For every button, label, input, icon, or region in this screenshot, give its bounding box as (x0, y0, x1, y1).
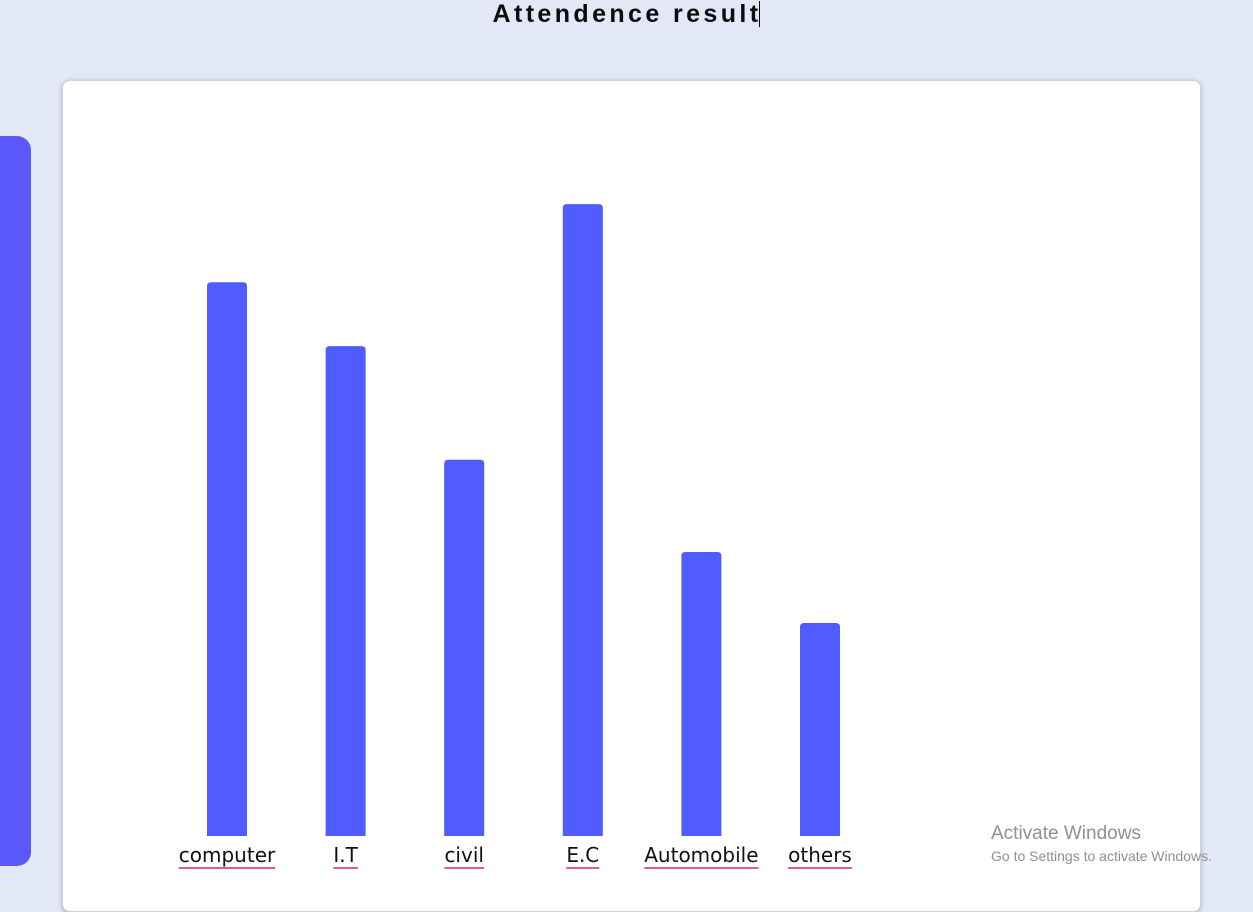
chart-card: computer I.T civil E.C Automobile others (62, 80, 1201, 912)
bar-automobile (681, 552, 722, 836)
watermark-title: Activate Windows (991, 823, 1141, 844)
bar-i-t (325, 346, 366, 836)
activate-windows-watermark: Activate Windows Go to Settings to activ… (991, 822, 1212, 866)
sidebar-panel[interactable] (0, 136, 31, 866)
page-title-text: Attendence result (492, 0, 762, 28)
bar-civil (444, 459, 485, 836)
text-cursor (759, 1, 761, 27)
bar-e-c (562, 204, 603, 837)
category-label: civil (444, 843, 484, 867)
category-label: Automobile (644, 843, 758, 867)
category-label: E.C (566, 843, 599, 867)
bar-others (800, 623, 840, 836)
watermark-subtitle: Go to Settings to activate Windows. (991, 848, 1212, 864)
category-label: others (788, 843, 852, 867)
attendance-bar-chart: computer I.T civil E.C Automobile others (178, 204, 852, 869)
page-title: Attendence result (0, 0, 1253, 28)
category-label: I.T (333, 843, 358, 867)
category-label: computer (179, 843, 276, 867)
bar-computer (207, 282, 247, 836)
